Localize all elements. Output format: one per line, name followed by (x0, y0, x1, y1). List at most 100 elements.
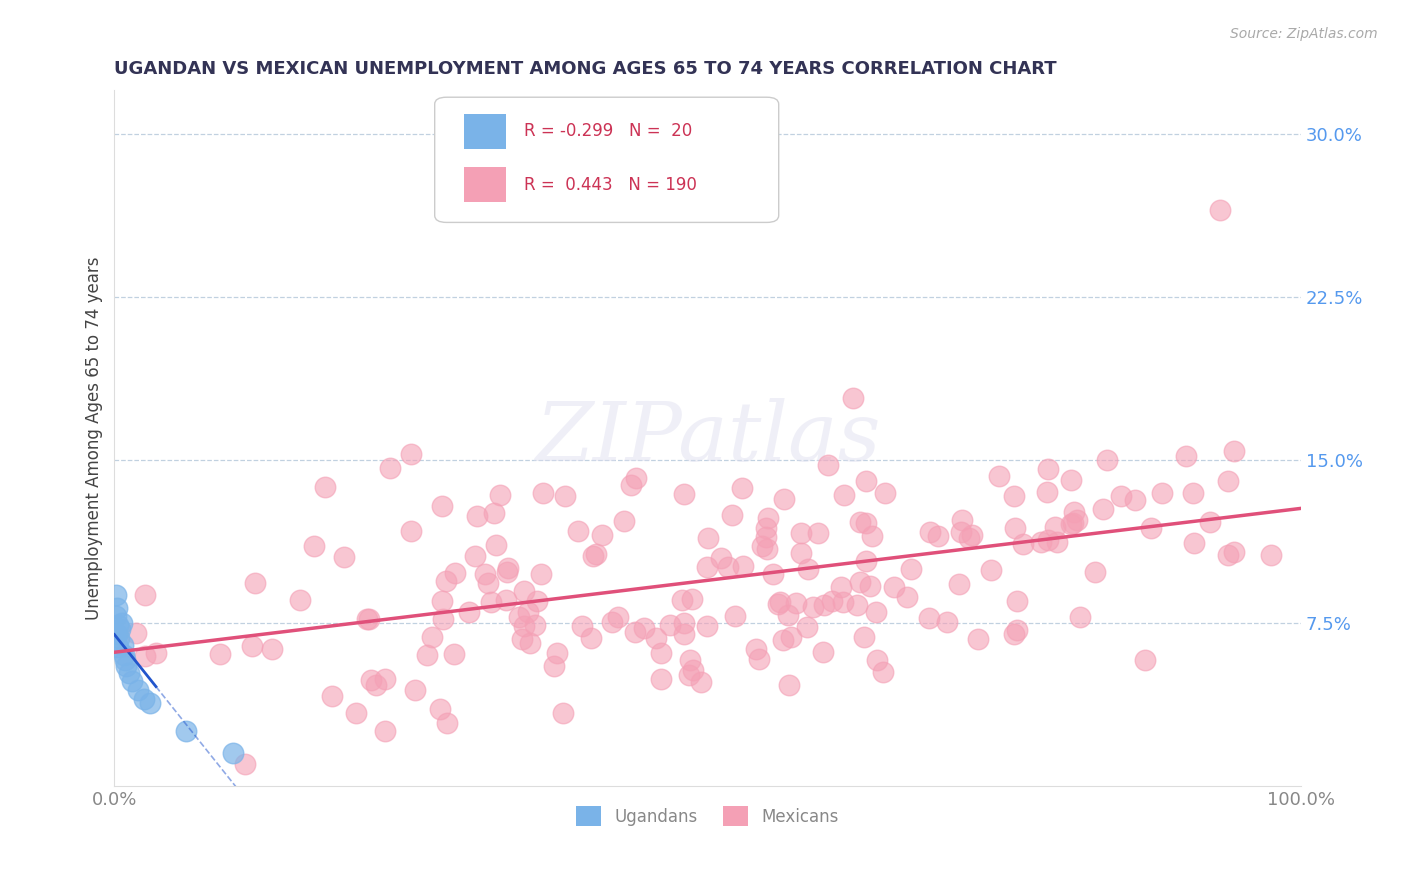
FancyBboxPatch shape (434, 97, 779, 222)
Point (107, 618, 129, 632)
Point (519, 636, 541, 650)
Point (495, 592, 517, 607)
Point (464, 549, 486, 564)
Point (1069, 610, 1091, 624)
Point (105, 626, 128, 640)
Point (873, 486, 896, 500)
Point (430, 499, 453, 513)
Point (927, 529, 949, 543)
Point (600, 615, 623, 630)
Point (579, 631, 602, 645)
Point (855, 474, 877, 488)
Point (1123, 493, 1146, 508)
Point (866, 653, 889, 667)
Point (645, 631, 668, 645)
Point (845, 598, 868, 612)
Point (859, 579, 882, 593)
Point (860, 528, 883, 542)
Point (988, 469, 1011, 483)
Point (1139, 520, 1161, 534)
Point (127, 683, 149, 698)
Point (591, 528, 613, 542)
Point (344, 706, 367, 720)
Point (801, 599, 824, 614)
Point (111, 638, 134, 652)
Point (235, 757, 257, 772)
Point (696, 531, 718, 545)
Point (1216, 475, 1239, 489)
Point (721, 508, 744, 523)
Legend: Ugandans, Mexicans: Ugandans, Mexicans (569, 799, 845, 833)
Point (356, 612, 378, 626)
Point (222, 746, 245, 760)
Point (434, 574, 457, 588)
Text: R = -0.299   N =  20: R = -0.299 N = 20 (523, 122, 692, 140)
Point (896, 591, 918, 605)
Point (479, 595, 502, 609)
Point (546, 646, 568, 660)
Point (139, 696, 162, 710)
Point (948, 577, 970, 591)
Point (790, 546, 813, 560)
Point (477, 575, 499, 590)
Point (513, 618, 536, 632)
Text: ZIPatlas: ZIPatlas (534, 398, 880, 478)
Point (745, 641, 768, 656)
Point (374, 672, 396, 686)
Point (314, 480, 336, 494)
Point (489, 488, 512, 502)
Point (935, 615, 957, 630)
Point (950, 513, 973, 527)
Point (112, 648, 135, 663)
Point (766, 597, 789, 611)
Point (624, 470, 647, 484)
Point (980, 563, 1002, 577)
Point (673, 616, 696, 631)
Point (842, 391, 865, 405)
Point (1095, 453, 1118, 467)
FancyBboxPatch shape (464, 168, 506, 202)
Point (672, 486, 695, 500)
Point (105, 600, 128, 615)
Point (650, 672, 672, 686)
Point (1133, 653, 1156, 667)
Point (1046, 534, 1069, 549)
Point (523, 617, 546, 632)
Point (243, 575, 266, 590)
Point (756, 511, 779, 525)
Point (1182, 536, 1205, 550)
Point (1060, 516, 1083, 531)
Point (1182, 486, 1205, 500)
Point (865, 606, 887, 620)
Point (731, 481, 754, 495)
Point (366, 677, 388, 691)
Point (1150, 486, 1173, 500)
Text: Source: ZipAtlas.com: Source: ZipAtlas.com (1230, 27, 1378, 41)
Point (551, 706, 574, 720)
Point (853, 630, 876, 644)
Text: UGANDAN VS MEXICAN UNEMPLOYMENT AMONG AGES 65 TO 74 YEARS CORRELATION CHART: UGANDAN VS MEXICAN UNEMPLOYMENT AMONG AG… (114, 60, 1057, 78)
Point (690, 675, 713, 690)
Point (1038, 533, 1060, 548)
Point (1091, 502, 1114, 516)
Point (785, 596, 807, 610)
Point (659, 618, 682, 632)
Point (474, 567, 496, 582)
Point (531, 486, 554, 500)
Point (830, 580, 852, 594)
Point (650, 646, 672, 660)
Point (404, 683, 426, 698)
Point (496, 561, 519, 575)
Point (811, 645, 834, 659)
Text: R =  0.443   N = 190: R = 0.443 N = 190 (523, 176, 696, 194)
Point (607, 610, 630, 624)
Point (134, 648, 156, 663)
Point (772, 491, 794, 506)
Point (681, 591, 703, 606)
Point (1002, 489, 1025, 503)
Point (465, 508, 488, 523)
Point (260, 642, 283, 657)
Point (360, 673, 382, 688)
Point (110, 622, 132, 636)
Point (554, 489, 576, 503)
